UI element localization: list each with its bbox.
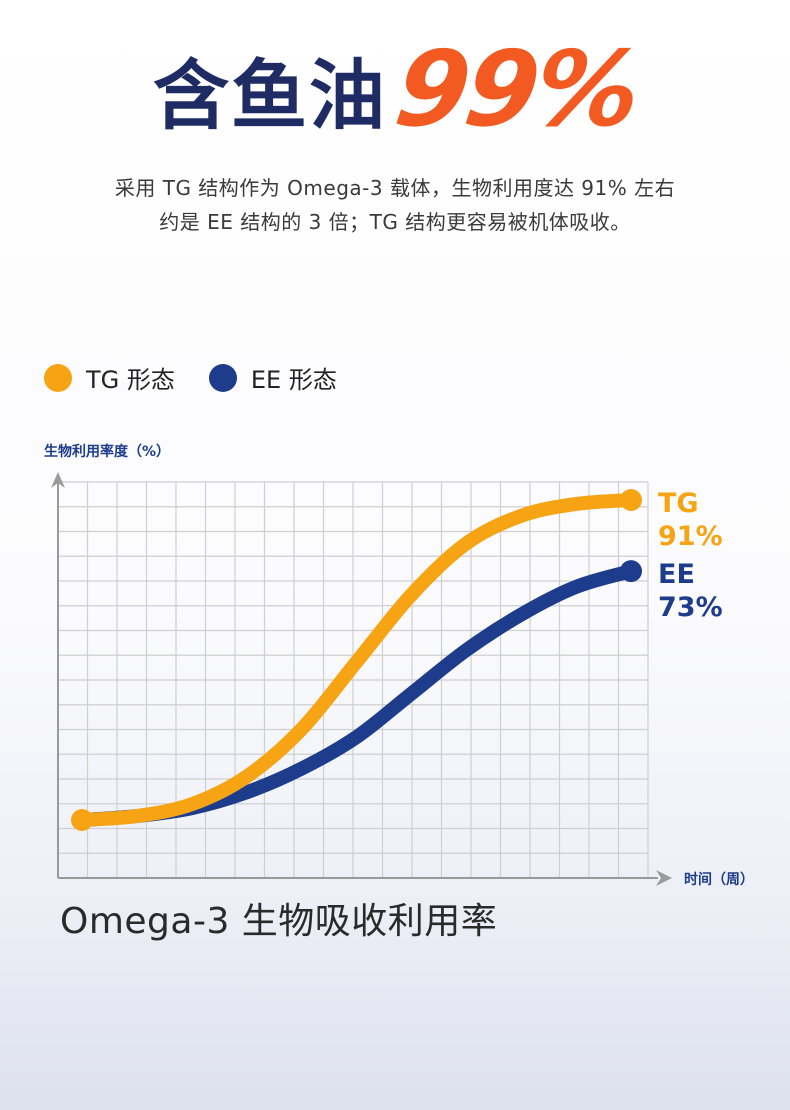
legend-dot-ee xyxy=(208,363,237,392)
y-axis-arrow xyxy=(51,472,65,488)
x-axis-label: 时间（周） xyxy=(684,871,754,888)
subtitle-line-1: 采用 TG 结构作为 Omega-3 载体，生物利用度达 91% 左右 xyxy=(114,176,676,200)
x-axis-arrow xyxy=(656,870,672,886)
legend-item-ee: EE 形态 xyxy=(208,360,337,395)
legend-label-tg: TG 形态 xyxy=(86,366,175,394)
legend-item-tg: TG 形态 xyxy=(44,360,175,395)
end-point-tg xyxy=(620,489,642,511)
series-value-label-ee: 73% xyxy=(658,592,723,623)
legend-label-ee: EE 形态 xyxy=(250,366,337,394)
series-value-label-tg: 91% xyxy=(658,521,723,552)
end-point-ee xyxy=(620,560,642,583)
chart-axes: 生物利用率度（%） 时间（周） xyxy=(44,443,754,888)
series-line-tg xyxy=(75,493,638,827)
series-line-ee xyxy=(75,564,638,827)
series-name-label-tg: TG xyxy=(658,488,699,519)
headline: 含鱼油99% xyxy=(0,28,790,150)
chart-title: Omega-3 生物吸收利用率 xyxy=(60,901,498,942)
start-point xyxy=(71,809,93,831)
y-axis-label: 生物利用率度（%） xyxy=(44,443,170,460)
headline-text: 含鱼油 xyxy=(153,51,388,140)
chart-legend: TG 形态 EE 形态 xyxy=(44,360,371,395)
subtitle-line-2: 约是 EE 结构的 3 倍；TG 结构更容易被机体吸收。 xyxy=(159,210,631,234)
legend-dot-tg xyxy=(44,363,72,392)
series-name-label-ee: EE xyxy=(658,559,695,590)
chart-series xyxy=(71,489,642,831)
